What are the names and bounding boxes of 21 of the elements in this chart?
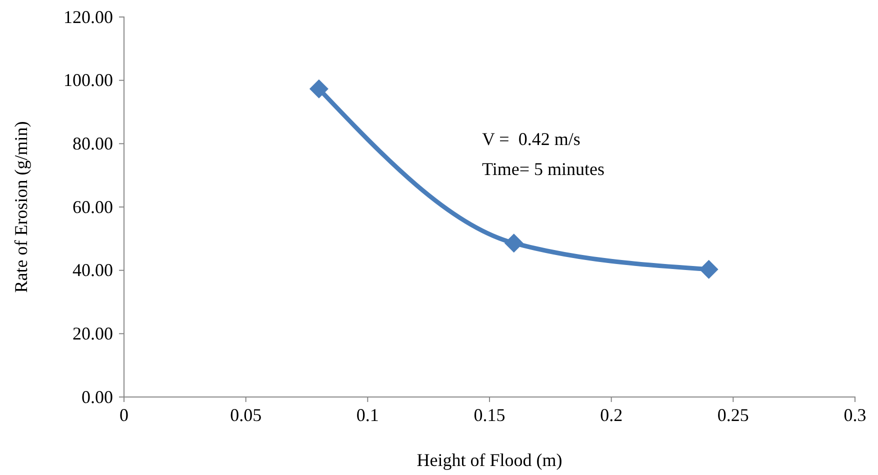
y-tick-label: 120.00	[64, 6, 113, 27]
y-axis-title: Rate of Erosion (g/min)	[11, 121, 31, 293]
point	[309, 79, 328, 98]
x-tick-label: 0.15	[474, 404, 506, 425]
x-tick-label: 0.25	[717, 404, 749, 425]
point	[699, 260, 718, 279]
y-tick-label: 0.00	[82, 386, 113, 407]
annotation: V = 0.42 m/s	[482, 129, 580, 149]
y-tick-label: 20.00	[72, 323, 113, 344]
y-tick-label: 40.00	[72, 260, 113, 280]
x-tick-label: 0.05	[230, 404, 262, 425]
x-tick-label: 0.1	[356, 404, 379, 425]
x-tick-label: 0.2	[600, 404, 623, 425]
x-axis-title: Height of Flood (m)	[416, 450, 562, 470]
y-tick-label: 80.00	[72, 133, 113, 154]
point	[504, 234, 524, 253]
y-tick-label: 60.00	[72, 196, 113, 217]
x-tick-label: 0.3	[844, 404, 866, 425]
annotation: Time= 5 minutes	[482, 159, 605, 179]
x-tick-label: 0	[120, 404, 128, 425]
y-tick-label: 100.00	[64, 70, 113, 90]
